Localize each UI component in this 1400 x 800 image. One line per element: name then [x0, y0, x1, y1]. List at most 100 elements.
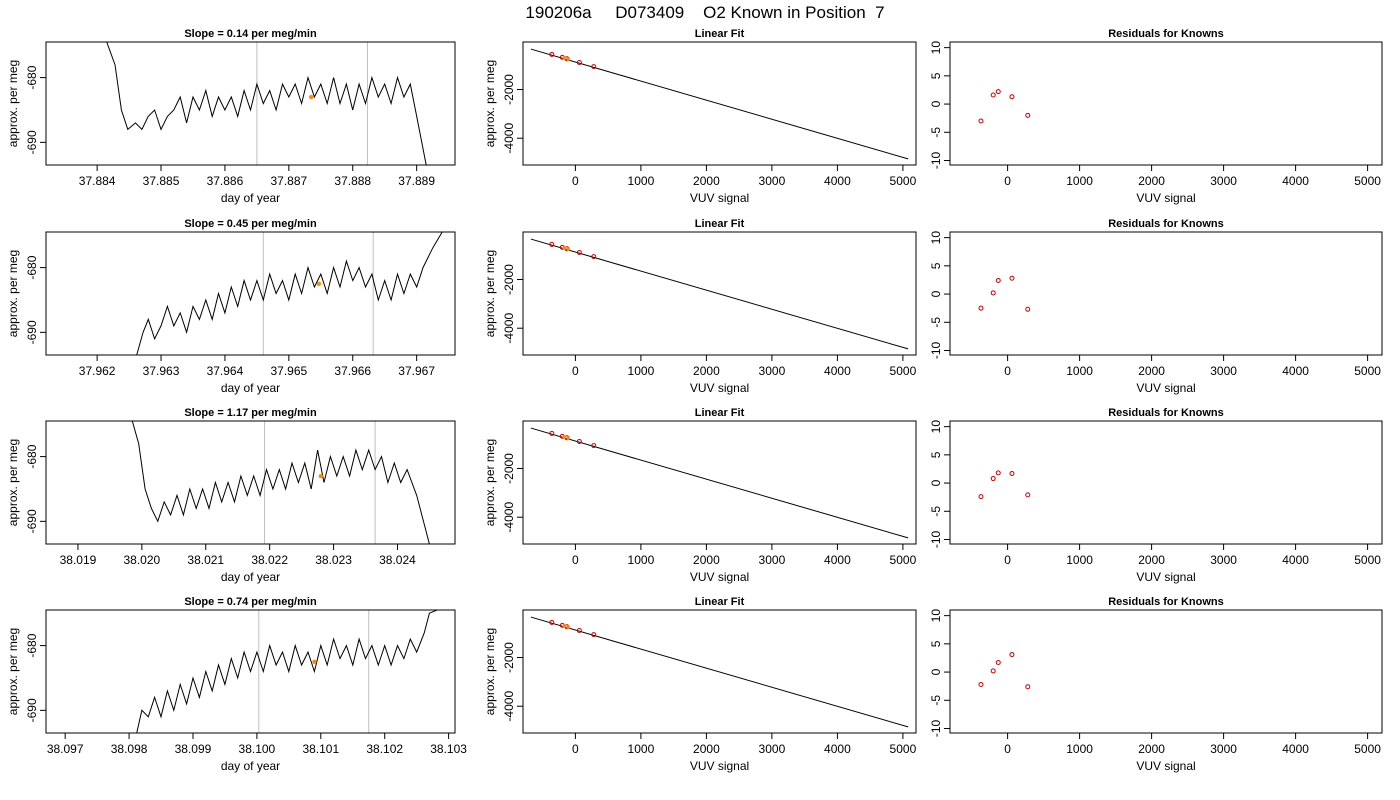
- panel-title: Slope = 0.45 per meg/min: [184, 218, 317, 230]
- x-tick-label: 5000: [890, 553, 917, 567]
- x-tick-label: 37.889: [398, 174, 435, 188]
- known-point: [591, 443, 597, 449]
- x-tick-label: 37.886: [207, 174, 244, 188]
- x-tick-label: 38.097: [47, 742, 84, 756]
- page-title: 190206a D073409 O2 Known in Position 7: [525, 3, 884, 22]
- panel-fit-2: Linear Fit 0 1000 2000 3000 4000 5000 -2000 -400…: [483, 218, 917, 395]
- residual-point: [978, 681, 984, 687]
- x-tick-label: 38.098: [111, 742, 148, 756]
- y-axis-label: approx. per meg: [483, 250, 497, 337]
- panel-time-1: Slope = 0.14 per meg/min 37.884 37.885 37.8…: [6, 28, 456, 205]
- x-tick-label: 38.022: [251, 553, 288, 567]
- y-tick-label: -10: [929, 530, 943, 548]
- y-tick-label: 0: [929, 290, 943, 297]
- residual-point: [1025, 492, 1031, 498]
- x-tick-label: 1000: [1066, 174, 1093, 188]
- residual-point: [1025, 684, 1031, 690]
- x-tick-label: 2000: [1138, 174, 1165, 188]
- plot-area: [978, 275, 1031, 312]
- y-axis-label: approx. per meg: [6, 628, 20, 715]
- x-tick-label: 3000: [1210, 553, 1237, 567]
- known-point: [576, 249, 582, 255]
- y-tick-label: -10: [929, 341, 943, 359]
- x-tick-label: 38.019: [60, 553, 97, 567]
- sample-point: [562, 624, 567, 628]
- panel-frame: [45, 420, 456, 545]
- fit-line: [530, 238, 909, 350]
- y-tick-label: -5: [929, 317, 943, 328]
- y-tick-label: 5: [929, 72, 943, 79]
- x-tick-label: 2000: [1138, 553, 1165, 567]
- known-point: [576, 438, 582, 444]
- mean-marker: [312, 659, 317, 664]
- y-tick-label: -690: [25, 130, 39, 154]
- x-tick-label: 38.100: [239, 742, 276, 756]
- x-tick-label: 37.966: [334, 364, 371, 378]
- plot-area: [530, 48, 909, 160]
- panel-title: Slope = 0.74 per meg/min: [184, 596, 317, 608]
- x-tick-label: 38.101: [302, 742, 339, 756]
- y-axis-label: approx. per meg: [6, 60, 20, 147]
- panel-title: Residuals for Knowns: [1108, 407, 1224, 419]
- panel-title: Slope = 0.14 per meg/min: [184, 28, 317, 40]
- x-axis-label: day of year: [221, 570, 280, 584]
- panel-frame: [522, 609, 917, 734]
- y-tick-label: -5: [929, 695, 943, 706]
- panel-title: Linear Fit: [695, 218, 745, 230]
- x-tick-label: 1000: [1066, 553, 1093, 567]
- y-tick-label: -2000: [502, 642, 516, 673]
- x-tick-label: 0: [572, 174, 579, 188]
- panel-title: Linear Fit: [695, 596, 745, 608]
- x-tick-label: 37.888: [334, 174, 371, 188]
- fit-line: [530, 616, 909, 728]
- y-axis-label: approx. per meg: [483, 628, 497, 715]
- panel-title: Linear Fit: [695, 407, 745, 419]
- x-tick-label: 37.965: [270, 364, 307, 378]
- y-tick-label: 5: [929, 640, 943, 647]
- x-tick-label: 5000: [1354, 742, 1381, 756]
- x-tick-label: 4000: [1282, 174, 1309, 188]
- plot-area: [530, 427, 909, 539]
- signal-trace: [131, 421, 430, 544]
- plot-area: [136, 610, 438, 733]
- x-tick-label: 3000: [759, 174, 786, 188]
- y-tick-label: -10: [929, 719, 943, 737]
- panel-time-3: Slope = 1.17 per meg/min 38.019 38.020 38.0…: [6, 407, 456, 584]
- known-point: [591, 64, 597, 70]
- panel-frame: [45, 231, 456, 356]
- x-tick-label: 38.023: [315, 553, 352, 567]
- y-tick-label: -690: [25, 509, 39, 533]
- y-tick-label: -2000: [502, 453, 516, 484]
- x-tick-label: 38.103: [430, 742, 467, 756]
- x-tick-label: 1000: [1066, 742, 1093, 756]
- x-tick-label: 1000: [628, 174, 655, 188]
- x-tick-label: 37.967: [398, 364, 435, 378]
- mean-marker: [318, 473, 323, 479]
- residual-point: [1009, 470, 1015, 476]
- sample-point: [566, 625, 570, 630]
- residual-point: [995, 470, 1001, 476]
- panel-fit-4: Linear Fit 0 1000 2000 3000 4000 5000 -2000 -400…: [483, 596, 917, 773]
- y-tick-label: -2000: [502, 74, 516, 105]
- x-tick-label: 2000: [1138, 364, 1165, 378]
- x-axis-label: day of year: [221, 381, 280, 395]
- x-tick-label: 0: [1004, 553, 1011, 567]
- x-tick-label: 37.962: [79, 364, 116, 378]
- fit-line: [530, 427, 909, 539]
- x-tick-label: 37.964: [207, 364, 244, 378]
- panel-frame: [522, 231, 917, 356]
- panel-frame: [949, 231, 1383, 356]
- x-tick-label: 3000: [759, 364, 786, 378]
- x-tick-label: 4000: [824, 364, 851, 378]
- x-tick-label: 2000: [693, 364, 720, 378]
- x-tick-label: 0: [572, 742, 579, 756]
- x-tick-label: 38.021: [187, 553, 224, 567]
- y-tick-label: -4000: [502, 123, 516, 154]
- residual-point: [990, 668, 996, 674]
- x-tick-label: 3000: [759, 742, 786, 756]
- x-tick-label: 0: [572, 364, 579, 378]
- x-tick-label: 3000: [759, 553, 786, 567]
- x-tick-label: 5000: [890, 364, 917, 378]
- x-axis-label: VUV signal: [690, 381, 749, 395]
